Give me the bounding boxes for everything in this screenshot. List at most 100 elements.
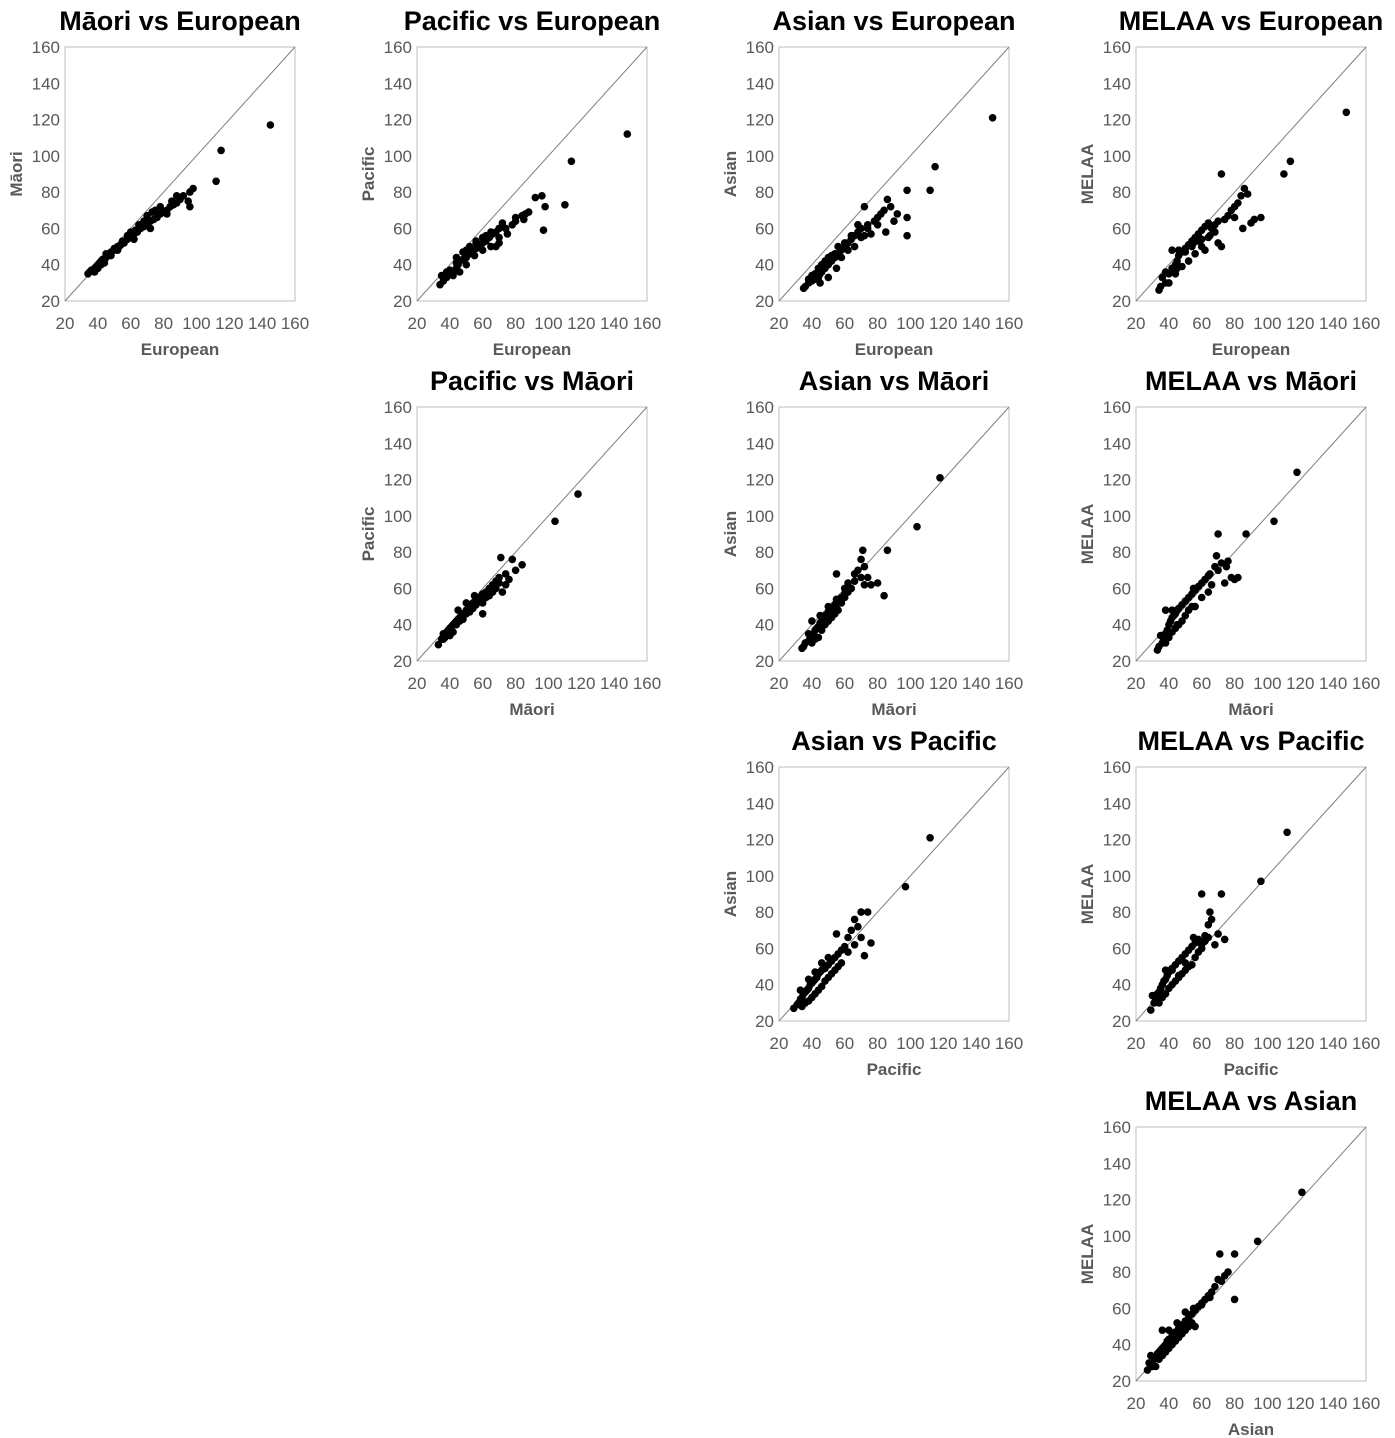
data-point [816,611,824,620]
data-point [1216,1250,1224,1258]
y-tick-label: 60 [393,219,412,238]
x-tick-label: 120 [929,314,957,333]
y-tick-label: 60 [755,579,774,598]
y-tick-label: 40 [393,616,412,635]
data-point [893,210,902,218]
data-point [1270,517,1278,526]
x-tick-label: 120 [567,674,595,693]
y-tick-label: 40 [1112,976,1131,995]
y-tick-label: 100 [746,867,774,886]
data-point [850,242,859,251]
data-point [1211,1282,1219,1291]
data-point [1207,915,1216,924]
data-point [1188,242,1196,251]
data-point [266,121,275,129]
data-point [854,922,862,931]
data-point [492,242,500,251]
y-axis-label: MELAA [1078,1224,1097,1284]
data-point [1191,1322,1199,1331]
y-tick-label: 140 [1103,74,1131,93]
x-tick-label: 120 [1286,1394,1314,1413]
data-point [1165,279,1173,287]
x-tick-label: 100 [1253,674,1281,693]
data-point [179,192,188,200]
reference-line [1135,46,1367,302]
data-point [903,186,911,195]
y-tick-label: 40 [1112,616,1131,635]
data-point [1165,1326,1173,1334]
y-tick-label: 20 [41,292,60,311]
data-point [100,259,109,267]
x-tick-label: 20 [408,314,427,333]
y-tick-label: 140 [1103,1154,1131,1173]
x-tick-label: 160 [633,674,661,693]
data-point [1206,570,1214,578]
data-point [172,192,181,200]
data-point [561,201,569,209]
y-tick-label: 60 [41,219,60,238]
x-tick-label: 20 [770,314,789,333]
scatter-panel-8: MELAA vs Pacific 20 20 40 40 60 60 80 80 100 100 12… [1078,726,1380,1079]
x-tick-label: 20 [1127,674,1146,693]
x-tick-label: 80 [1225,674,1244,693]
data-point [824,253,833,262]
data-point [140,217,148,225]
x-tick-label: 40 [802,674,821,693]
data-point [184,197,192,205]
x-tick-label: 20 [1127,1034,1146,1053]
data-point [1189,1304,1198,1313]
reference-line [416,46,648,302]
data-point [1253,1237,1262,1246]
data-point [1158,1326,1167,1334]
data-point [1168,246,1176,254]
data-point [495,579,503,587]
data-point [1204,588,1213,596]
y-tick-label: 40 [41,256,60,275]
y-axis-label: Māori [7,151,26,196]
data-point [1197,890,1206,898]
panel-title: MELAA vs Asian [1145,1086,1358,1116]
x-axis-label: European [141,340,219,359]
y-tick-label: 160 [32,38,60,57]
y-tick-label: 60 [1112,219,1131,238]
x-axis-label: European [493,340,571,359]
x-tick-label: 140 [962,674,990,693]
plot-frame [64,46,296,302]
x-tick-label: 80 [1225,1034,1244,1053]
y-tick-label: 160 [746,398,774,417]
x-tick-label: 120 [929,674,957,693]
data-point [1151,1362,1160,1371]
data-point [478,610,487,618]
x-tick-label: 120 [1286,314,1314,333]
data-point [442,268,451,276]
y-tick-label: 20 [393,292,412,311]
data-point [831,250,839,258]
data-point [1161,606,1170,614]
y-tick-label: 20 [1112,652,1131,671]
x-tick-label: 40 [1159,314,1178,333]
data-point [1197,1301,1206,1309]
data-point [1257,213,1265,222]
data-point [804,275,813,284]
y-tick-label: 80 [41,183,60,202]
x-tick-label: 160 [1352,314,1380,333]
data-point [850,577,859,585]
data-point [863,224,872,233]
x-tick-label: 100 [182,314,210,333]
data-point [524,208,533,216]
y-tick-label: 100 [32,147,60,166]
data-point [850,570,859,578]
data-point [482,231,490,240]
y-tick-label: 20 [1112,292,1131,311]
x-tick-label: 60 [835,314,854,333]
data-point [1147,1006,1155,1014]
x-tick-label: 100 [896,674,924,693]
y-tick-label: 20 [755,652,774,671]
data-point [469,604,477,613]
plot-frame [1135,1126,1367,1382]
data-point [623,130,632,138]
x-tick-label: 100 [896,314,924,333]
y-tick-label: 100 [1103,507,1131,526]
data-point [90,268,99,276]
data-point [538,192,546,200]
